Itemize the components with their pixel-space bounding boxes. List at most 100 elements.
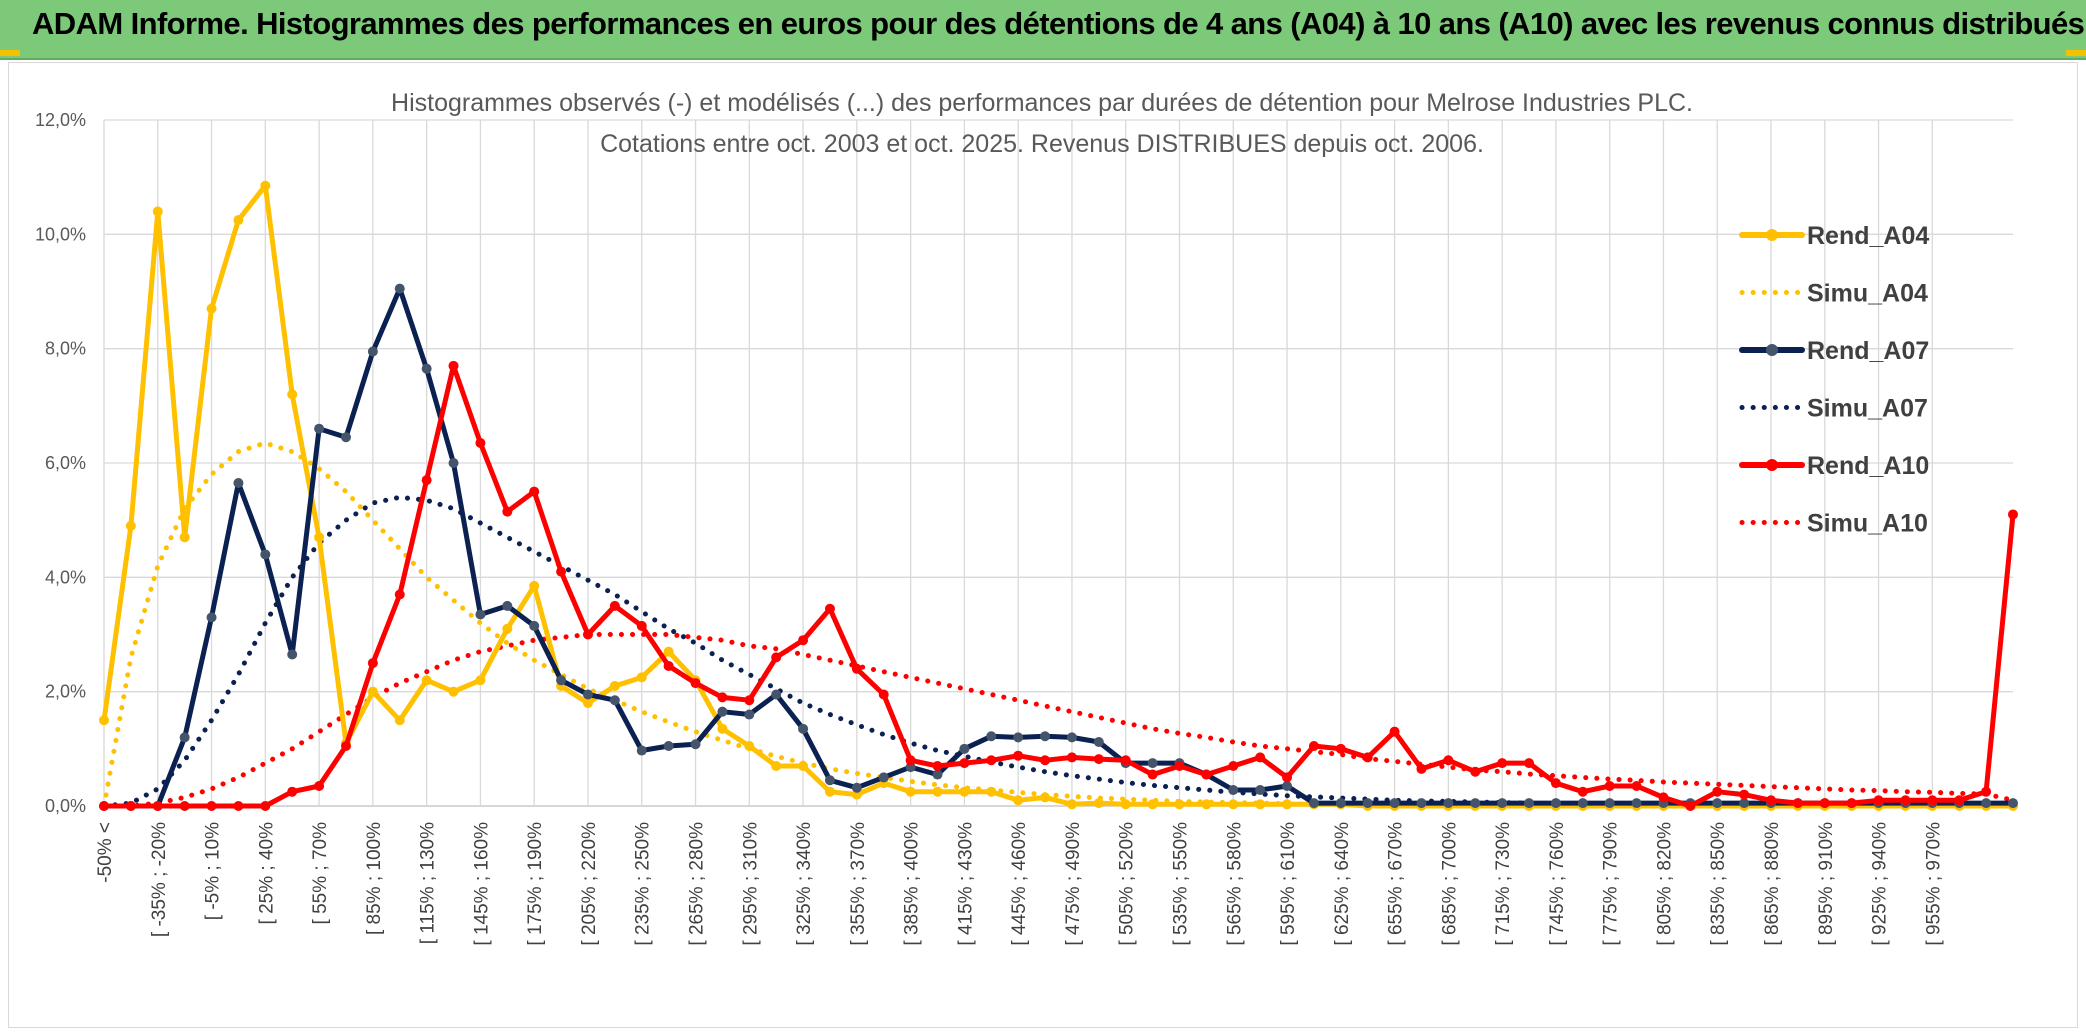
data-point-rend_a04 [206,303,217,314]
data-point-rend_a07 [367,346,378,357]
data-point-rend_a07 [986,731,997,742]
data-point-rend_a10 [475,437,486,448]
data-point-rend_a04 [1013,795,1024,806]
data-point-rend_a04 [1255,799,1266,810]
data-point-rend_a04 [529,580,540,591]
x-tick-label: [ -35% ; -20% [149,822,170,937]
data-point-rend_a10 [582,629,593,640]
data-point-rend_a07 [1362,798,1373,809]
data-point-rend_a10 [959,758,970,769]
data-point-rend_a10 [1013,750,1024,761]
y-tick-label: 10,0% [35,224,86,244]
data-point-rend_a04 [1093,798,1104,809]
data-point-rend_a04 [1066,799,1077,810]
data-point-rend_a04 [421,675,432,686]
series-line-rend_a04 [101,183,2016,809]
data-point-rend_a07 [1013,732,1024,743]
corner-accent-right [2066,50,2086,56]
data-point-rend_a07 [851,782,862,793]
data-point-rend_a10 [798,635,809,646]
chart-title-line2: Cotations entre oct. 2003 et oct. 2025. … [600,130,1484,158]
data-point-rend_a10 [448,360,459,371]
x-tick-label: [ 835% ; 850% [1708,822,1729,946]
data-point-rend_a10 [1093,754,1104,765]
data-point-rend_a10 [636,620,647,631]
data-point-rend_a07 [1712,798,1723,809]
data-point-rend_a07 [314,423,325,434]
x-tick-label: [ 625% ; 640% [1332,822,1353,946]
y-tick-label: 6,0% [45,453,86,473]
x-tick-label: [ 355% ; 370% [848,822,869,946]
x-tick-label: [ 805% ; 820% [1654,822,1675,946]
data-point-rend_a10 [125,801,136,811]
data-point-rend_a07 [1443,798,1454,809]
data-point-rend_a07 [1147,758,1158,769]
legend-marker [1766,229,1778,241]
data-point-rend_a10 [1282,772,1293,783]
corner-accent-left [0,50,20,56]
x-tick-label: [ 955% ; 970% [1923,822,1944,946]
data-point-rend_a04 [1174,799,1185,810]
data-point-rend_a04 [824,786,835,797]
data-point-rend_a10 [1497,758,1508,769]
y-tick-label: 12,0% [35,110,86,130]
data-point-rend_a07 [179,732,190,743]
data-point-rend_a10 [1846,798,1857,809]
data-point-rend_a10 [824,603,835,614]
data-point-rend_a07 [636,745,647,756]
data-point-rend_a10 [1712,786,1723,797]
data-point-rend_a10 [1900,795,1911,806]
data-point-rend_a10 [1362,752,1373,763]
y-tick-label: 0,0% [45,796,86,816]
x-tick-label: [ -5% ; 10% [203,822,224,920]
data-point-rend_a07 [2008,798,2018,809]
data-point-rend_a07 [1524,798,1535,809]
x-tick-label: [ 565% ; 580% [1224,822,1245,946]
data-point-rend_a04 [717,723,728,734]
x-tick-label: [ 205% ; 220% [579,822,600,946]
data-point-rend_a04 [314,532,325,543]
data-point-rend_a04 [1147,799,1158,810]
data-point-rend_a10 [1981,786,1992,797]
data-point-rend_a07 [824,775,835,786]
data-point-rend_a10 [1389,726,1400,737]
x-tick-label: [ 145% ; 160% [471,822,492,946]
data-point-rend_a04 [986,786,997,797]
data-point-rend_a10 [394,589,405,600]
data-point-rend_a10 [529,486,540,497]
x-tick-label: [ 715% ; 730% [1493,822,1514,946]
legend-label: Simu_A04 [1807,280,1928,308]
series-line-rend_a10 [101,363,2016,809]
data-point-rend_a10 [421,475,432,486]
x-tick-label: [ 55% ; 70% [310,822,331,925]
data-point-rend_a10 [1631,780,1642,791]
data-point-rend_a07 [932,769,943,780]
data-point-rend_a07 [233,478,244,489]
data-point-rend_a04 [771,760,782,771]
data-point-rend_a04 [798,760,809,771]
data-point-rend_a04 [905,786,916,797]
data-point-rend_a04 [744,740,755,751]
data-point-rend_a07 [394,283,405,294]
data-point-rend_a07 [1255,784,1266,795]
data-point-rend_a10 [1335,743,1346,754]
data-point-rend_a10 [1792,798,1803,809]
data-point-rend_a10 [1577,786,1588,797]
y-tick-label: 2,0% [45,682,86,702]
series-line-rend_a07 [101,286,2016,809]
legend-label: Simu_A10 [1807,510,1928,538]
y-tick-label: 8,0% [45,339,86,359]
data-point-rend_a10 [878,689,889,700]
legend-label: Rend_A07 [1807,337,1929,365]
x-tick-label: [ 115% ; 130% [418,822,439,944]
data-point-rend_a07 [609,695,620,706]
data-point-rend_a07 [1577,798,1588,809]
data-point-rend_a10 [260,801,271,811]
data-point-rend_a04 [1201,799,1212,810]
data-point-rend_a04 [367,686,378,697]
data-point-rend_a10 [744,695,755,706]
data-point-rend_a10 [99,801,109,811]
data-point-rend_a07 [1308,798,1319,809]
data-point-rend_a10 [1927,795,1938,806]
data-point-rend_a07 [502,600,513,611]
